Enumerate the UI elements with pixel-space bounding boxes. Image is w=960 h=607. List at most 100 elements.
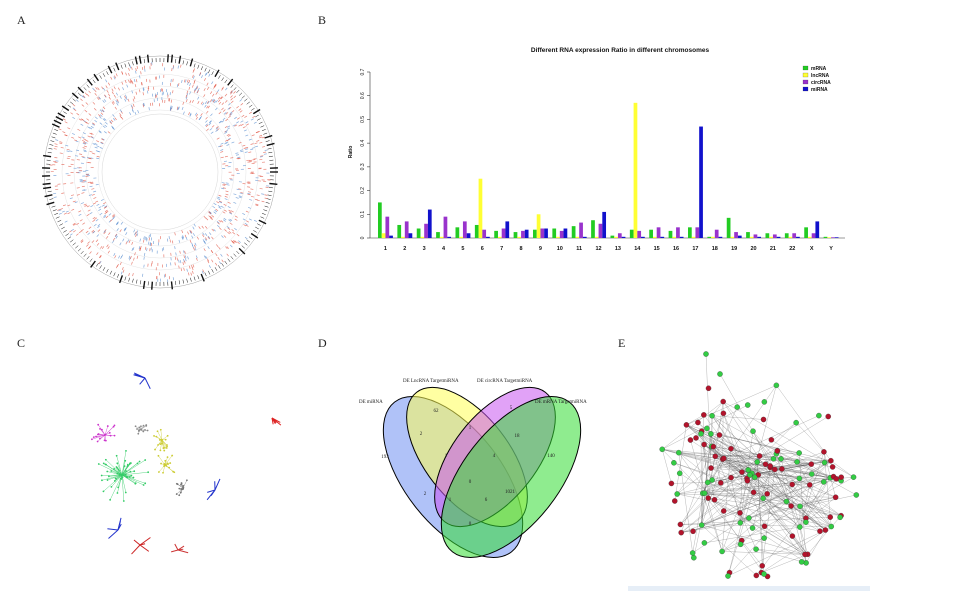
bar-mirna <box>447 236 452 238</box>
bar-mirna <box>641 236 645 238</box>
bar-lncrna <box>749 236 754 238</box>
panel-label-d: D <box>318 336 327 350</box>
bar-mirna <box>699 126 703 238</box>
circos-plot <box>42 54 278 290</box>
bar-mrna <box>591 220 595 238</box>
bar-circrna <box>811 233 816 238</box>
rna-ratio-bar-chart: Different RNA expression Ratio in differ… <box>348 47 845 252</box>
bar-mrna <box>378 202 382 238</box>
bar-circrna <box>695 227 700 238</box>
y-axis-label: Ratio <box>348 146 354 159</box>
bar-mrna <box>649 229 653 238</box>
venn-count: 4 <box>493 454 496 459</box>
y-tick-label: 0.6 <box>360 92 366 99</box>
bar-lncrna <box>556 236 560 238</box>
bar-mirna <box>427 209 432 238</box>
bar-mrna <box>533 229 537 238</box>
panel-label-c: C <box>17 336 26 350</box>
bar-lncrna <box>691 236 696 238</box>
venn-count: 2 <box>424 492 427 497</box>
x-tick-label: 15 <box>654 246 660 252</box>
venn-count: 18 <box>515 434 521 439</box>
bar-circrna <box>559 230 564 238</box>
legend-swatch <box>802 72 809 78</box>
bar-lncrna <box>401 236 405 238</box>
x-tick-label: 16 <box>673 246 679 252</box>
bar-mrna <box>746 232 750 238</box>
x-tick-label: 13 <box>615 246 621 252</box>
bar-mirna <box>660 236 665 238</box>
bar-mirna <box>737 235 742 238</box>
x-tick-label: Y <box>829 246 833 252</box>
x-tick-label: 20 <box>751 246 757 252</box>
y-tick-label: 0.2 <box>360 187 366 194</box>
venn-count: 1 <box>445 454 448 459</box>
bar-circrna <box>734 232 738 238</box>
venn-count: 1 <box>469 426 472 431</box>
x-tick-label: X <box>810 246 814 252</box>
bar-lncrna <box>807 236 812 238</box>
venn-count: 0 <box>469 522 472 527</box>
bar-mrna <box>784 233 789 238</box>
venn-label-mirna: DE miRNA <box>359 400 383 405</box>
x-tick-label: 6 <box>481 246 484 252</box>
bar-lncrna <box>711 236 715 238</box>
bar-circrna <box>676 227 680 238</box>
legend-label: mRNA <box>811 66 827 72</box>
venn-count: 6 <box>485 498 488 503</box>
y-tick-label: 0.5 <box>360 116 366 123</box>
bar-mirna <box>524 229 529 238</box>
bar-mrna <box>804 227 808 238</box>
y-tick-label: 0.4 <box>360 139 366 146</box>
bar-mirna <box>718 236 723 238</box>
bar-lncrna <box>517 236 522 238</box>
bar-lncrna <box>614 236 618 238</box>
bar-circrna <box>540 228 545 238</box>
bar-lncrna <box>652 236 657 238</box>
bar-circrna <box>598 223 603 238</box>
bar-mrna <box>688 227 692 238</box>
bar-mrna <box>707 236 712 238</box>
x-tick-label: 18 <box>712 246 718 252</box>
bar-lncrna <box>633 102 638 238</box>
bar-lncrna <box>459 236 463 238</box>
x-tick-label: 8 <box>520 246 523 252</box>
bar-mrna <box>474 224 479 238</box>
venn-label-circrna: DE circRNA TargetmiRNA <box>477 379 533 384</box>
bar-mirna <box>815 221 820 238</box>
chart-title: Different RNA expression Ratio in differ… <box>531 47 710 54</box>
legend-swatch <box>802 86 809 92</box>
bar-mrna <box>571 226 576 238</box>
y-tick-label: 0.3 <box>360 163 366 170</box>
x-tick-label: 21 <box>770 246 776 252</box>
bar-lncrna <box>381 233 386 238</box>
x-tick-label: 12 <box>596 246 602 252</box>
bar-mirna <box>563 228 568 238</box>
x-tick-label: 10 <box>557 246 563 252</box>
bar-mrna <box>610 235 615 238</box>
bar-mrna <box>436 232 440 238</box>
bar-circrna <box>424 223 428 238</box>
bar-mirna <box>486 236 490 238</box>
bar-lncrna <box>827 237 832 238</box>
bar-lncrna <box>497 236 502 238</box>
venn-count: 62 <box>434 409 440 414</box>
bar-mrna <box>397 224 402 238</box>
bar-circrna <box>443 216 448 238</box>
x-tick-label: 1 <box>384 246 387 252</box>
bar-circrna <box>772 234 777 238</box>
bar-mirna <box>389 235 393 238</box>
bar-mirna <box>796 236 800 238</box>
venn-count: 2 <box>420 432 423 437</box>
bar-circrna <box>521 230 525 238</box>
bar-mirna <box>776 236 781 238</box>
bar-mrna <box>668 230 673 238</box>
bar-mirna <box>466 233 471 238</box>
bar-circrna <box>385 216 390 238</box>
venn-count: 193 <box>381 455 389 460</box>
bar-mirna <box>621 236 626 238</box>
x-tick-label: 14 <box>634 246 641 252</box>
x-tick-label: 7 <box>500 246 503 252</box>
venn-count: 0 <box>469 480 472 485</box>
